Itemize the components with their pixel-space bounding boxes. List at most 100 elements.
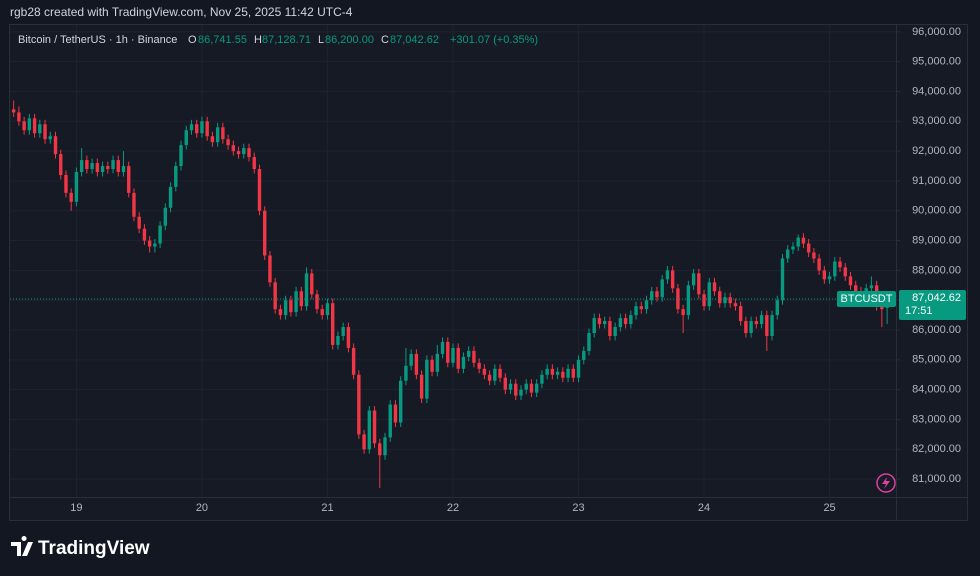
candle-body <box>655 291 659 298</box>
candle-body <box>602 321 607 325</box>
candle-body <box>670 270 675 289</box>
candle-body <box>665 270 670 280</box>
candle-body <box>331 303 335 345</box>
candle-body <box>11 109 16 113</box>
candle-body <box>493 368 497 381</box>
candle-body <box>64 174 68 193</box>
candle-body <box>435 353 440 372</box>
candle-body <box>106 166 110 170</box>
candle-body <box>806 243 811 253</box>
candle-body <box>702 294 706 307</box>
candle-body <box>127 166 131 193</box>
candle-body <box>461 356 466 369</box>
candle-body <box>231 145 236 152</box>
candle-body <box>639 306 643 310</box>
y-tick-label: 84,000.00 <box>912 384 961 396</box>
candle-body <box>718 291 722 304</box>
candle-body <box>22 121 26 131</box>
candle-body <box>48 136 52 140</box>
candle-body <box>357 374 361 435</box>
y-tick-label: 81,000.00 <box>912 473 961 485</box>
candle-body <box>534 383 539 393</box>
candle-body <box>430 359 434 372</box>
candle-body <box>388 404 392 438</box>
x-tick-label: 19 <box>70 502 82 514</box>
candle-body <box>425 359 429 399</box>
candle-body <box>791 246 795 250</box>
candle-body <box>158 225 162 244</box>
chart-title: Bitcoin / TetherUS · 1h · Binance <box>18 34 177 46</box>
candle-body <box>283 300 288 316</box>
candle-body <box>205 121 209 137</box>
candle-body <box>498 368 502 378</box>
candle-body <box>440 341 445 354</box>
candle-body <box>566 368 570 378</box>
candle-body <box>801 237 806 244</box>
candle-body <box>848 276 853 286</box>
candle-body <box>137 216 141 229</box>
y-tick-label: 83,000.00 <box>912 413 961 425</box>
candle-body <box>85 160 89 170</box>
candle-body <box>419 374 424 399</box>
candle-body <box>278 309 283 316</box>
candle-body <box>744 321 748 334</box>
candle-body <box>315 294 319 310</box>
candle-body <box>210 136 215 143</box>
alert-icon[interactable] <box>876 473 896 493</box>
y-tick-label: 89,000.00 <box>912 234 961 246</box>
candle-body <box>325 303 330 316</box>
candle-body <box>843 267 847 277</box>
candle-body <box>310 273 314 295</box>
candle-body <box>257 169 262 211</box>
candle-body <box>822 270 827 280</box>
candle-body <box>320 309 324 316</box>
legend-value: 87,042.62 <box>390 34 439 46</box>
candle-body <box>304 273 309 307</box>
candle-body <box>503 377 508 390</box>
x-tick-label: 21 <box>321 502 333 514</box>
candle-body <box>378 443 382 456</box>
candle-body <box>686 285 691 316</box>
candle-body <box>32 118 37 134</box>
candle-body <box>59 154 63 175</box>
candle-body <box>681 309 685 316</box>
candle-body <box>477 362 481 369</box>
candle-body <box>372 410 377 444</box>
candle-body <box>346 327 351 348</box>
candle-body <box>592 318 596 334</box>
candle-body <box>367 410 372 450</box>
y-tick-label: 90,000.00 <box>912 205 961 217</box>
candle-body <box>153 243 157 247</box>
candle-body <box>880 306 884 310</box>
candle-body <box>613 327 617 336</box>
candle-body <box>817 258 821 271</box>
candle-body <box>17 112 21 122</box>
candle-body <box>336 335 340 345</box>
candle-body <box>618 318 623 328</box>
candle-body <box>189 124 194 131</box>
candle-body <box>582 350 586 360</box>
candle-body <box>95 163 100 172</box>
candle-body <box>195 124 199 134</box>
candle-body <box>812 252 816 259</box>
candle-body <box>597 318 602 325</box>
candle-body <box>524 383 528 390</box>
candle-body <box>215 127 220 143</box>
candle-body <box>634 306 638 316</box>
candle-body <box>200 121 204 134</box>
legend-label: O <box>188 34 197 46</box>
candle-body <box>90 163 94 170</box>
candle-body <box>472 350 476 363</box>
legend-label: H <box>254 34 262 46</box>
candle-body <box>414 353 419 375</box>
candle-body <box>236 151 241 155</box>
candle-body <box>409 353 413 366</box>
candle-body <box>519 389 523 396</box>
legend-value: 87,128.71 <box>262 34 311 46</box>
candle-body <box>623 318 628 325</box>
candle-body <box>273 282 277 310</box>
candle-body <box>838 261 842 268</box>
candle-body <box>147 240 152 247</box>
